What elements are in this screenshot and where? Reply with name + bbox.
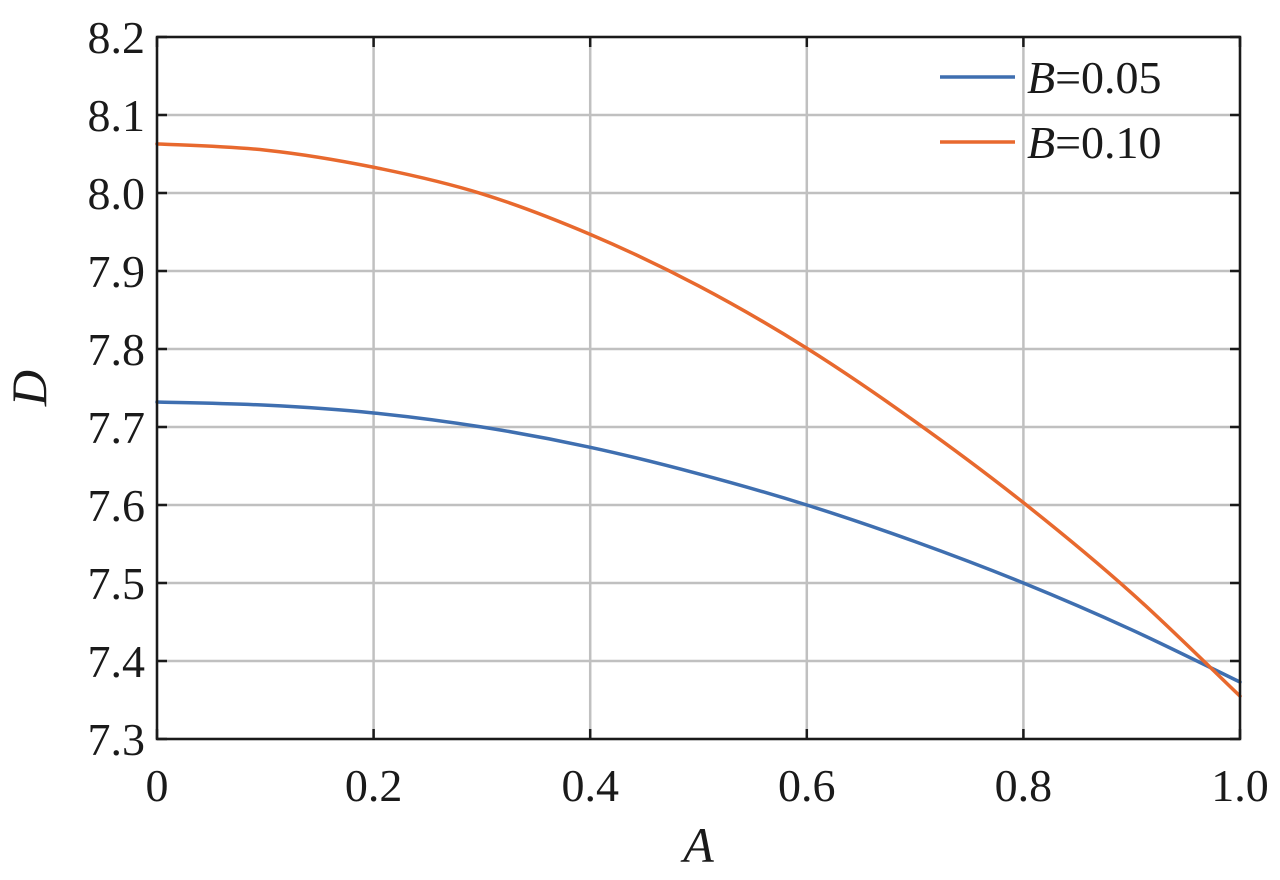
- series-line-1: [155, 400, 1242, 684]
- legend-label-1: B=0.05: [1027, 52, 1162, 103]
- y-tick-label: 7.5: [88, 558, 146, 609]
- y-tick-label: 7.7: [88, 402, 146, 453]
- x-tick-labels: 0 0.2 0.4 0.6 0.8 1.0: [146, 760, 1269, 811]
- y-tick-label: 8.2: [88, 12, 146, 63]
- legend-value: =0.10: [1055, 117, 1161, 168]
- y-tick-label: 7.9: [88, 246, 146, 297]
- y-tick-labels: 7.3 7.4 7.5 7.6 7.7 7.8 7.9 8.0 8.1 8.2: [88, 12, 146, 765]
- y-tick-label: 8.1: [88, 90, 146, 141]
- legend-variable: B: [1027, 52, 1055, 103]
- x-tick-label: 0: [146, 760, 169, 811]
- x-tick-label: 0.8: [995, 760, 1053, 811]
- y-tick-label: 7.3: [88, 714, 146, 765]
- series-lines: [155, 142, 1242, 698]
- x-tick-label: 0.4: [561, 760, 619, 811]
- legend-label-2: B=0.10: [1027, 117, 1162, 168]
- y-axis-title: D: [1, 370, 57, 407]
- x-tick-label: 1.0: [1211, 760, 1269, 811]
- y-tick-label: 7.4: [88, 636, 146, 687]
- x-tick-label: 0.6: [778, 760, 836, 811]
- x-axis-title: A: [680, 817, 714, 873]
- plot-frame: [155, 35, 1242, 741]
- legend-variable: B: [1027, 117, 1055, 168]
- legend-value: =0.05: [1055, 52, 1161, 103]
- legend: B=0.05B=0.10: [940, 52, 1162, 168]
- y-tick-label: 8.0: [88, 168, 146, 219]
- y-tick-label: 7.8: [88, 324, 146, 375]
- x-tick-label: 0.2: [345, 760, 403, 811]
- series-line-2: [155, 142, 1242, 698]
- y-tick-label: 7.6: [88, 480, 146, 531]
- axis-ticks: [155, 35, 1242, 741]
